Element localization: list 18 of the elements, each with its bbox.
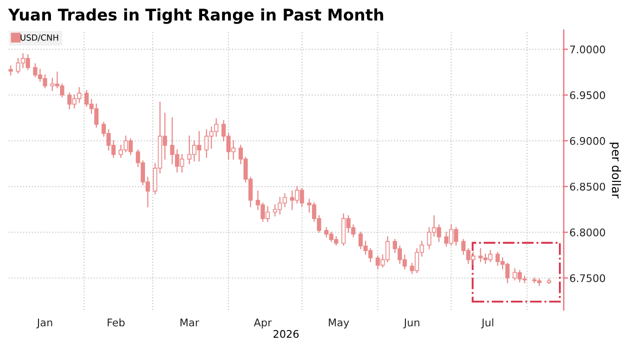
y-tick-label: 6.7500 <box>570 274 606 282</box>
candlestick <box>8 65 13 76</box>
legend-label: USD/CNH <box>20 34 58 42</box>
x-tick-label: Mar <box>180 318 200 326</box>
y-tick-label: 7.0000 <box>570 46 606 54</box>
y-axis-title: per dollar <box>610 142 622 198</box>
y-tick-label: 6.9000 <box>570 137 606 145</box>
x-tick-label: Jun <box>403 318 420 328</box>
x-axis-title: 2026 <box>274 330 299 338</box>
x-tick-label: Jul <box>481 318 494 328</box>
x-tick-label: Feb <box>108 318 125 326</box>
x-tick-label: May <box>328 318 350 328</box>
y-tick-label: 6.8000 <box>570 228 606 236</box>
chart-title: Yuan Trades in Tight Range in Past Month <box>8 8 384 24</box>
y-tick-label: 6.8500 <box>570 182 606 191</box>
y-tick-label: 6.9500 <box>570 91 606 100</box>
x-tick-label: Apr <box>254 318 272 328</box>
x-tick-label: Jan <box>36 318 52 328</box>
